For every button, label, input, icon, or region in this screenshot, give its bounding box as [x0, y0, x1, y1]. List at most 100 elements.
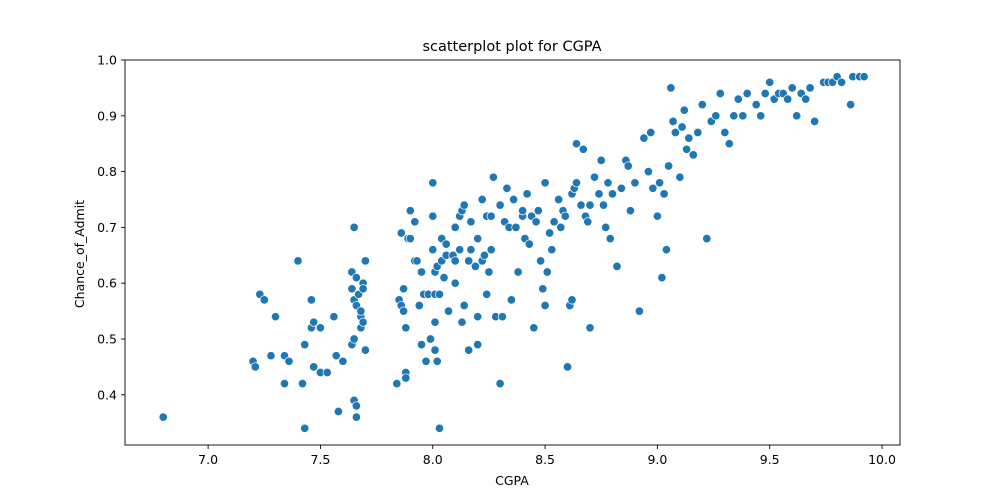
scatter-point	[464, 256, 474, 266]
scatter-point	[511, 222, 521, 232]
y-tick-label: 0.5	[97, 331, 117, 346]
scatter-point	[545, 228, 555, 238]
scatter-point	[459, 200, 469, 210]
scatter-point	[430, 317, 440, 327]
scatter-point	[846, 100, 856, 110]
scatter-point	[554, 194, 564, 205]
scatter-point	[450, 256, 460, 266]
scatter-point	[259, 295, 269, 305]
scatter-point	[664, 161, 674, 171]
scatter-point	[531, 217, 541, 227]
scatter-point	[562, 362, 573, 372]
y-tick-label: 0.6	[97, 276, 117, 291]
scatter-point	[250, 362, 260, 372]
scatter-point	[576, 200, 586, 210]
axes-layer: 7.0 7.5 8.0 8.5 9.0 9.5 10.0 0.4 0.5 0.6 0.7 0.8 0.9…	[97, 53, 901, 467]
scatter-point	[329, 312, 339, 322]
scatter-point	[655, 178, 665, 188]
scatter-point	[279, 379, 290, 389]
scatter-point	[596, 155, 606, 165]
y-tick-label: 0.4	[97, 387, 117, 402]
scatter-point	[509, 194, 519, 205]
scatter-point	[675, 172, 685, 182]
scatter-point	[639, 133, 649, 143]
scatter-point	[540, 178, 550, 188]
scatter-point	[401, 373, 411, 383]
scatter-point	[293, 256, 303, 266]
scatter-point	[601, 222, 611, 232]
scatter-point	[607, 189, 618, 199]
scatter-point	[300, 340, 310, 350]
scatter-point	[486, 245, 496, 255]
scatter-point	[466, 245, 476, 255]
scatter-point	[450, 278, 460, 288]
scatter-point	[338, 356, 348, 366]
scatter-point	[432, 356, 442, 366]
scatter-point	[351, 412, 361, 422]
scatter-point	[585, 323, 595, 333]
scatter-point	[666, 83, 676, 93]
scatter-point	[421, 356, 431, 366]
scatter-point	[625, 206, 635, 216]
scatter-point	[529, 323, 539, 333]
scatter-point	[571, 178, 582, 188]
scatter-point	[616, 183, 626, 193]
scatter-point	[733, 94, 743, 104]
scatter-point	[567, 295, 577, 305]
scatter-point	[859, 72, 869, 82]
scatter-point	[801, 94, 811, 104]
scatter-point	[322, 367, 332, 378]
scatter-point	[724, 139, 734, 149]
scatter-point	[742, 88, 752, 99]
scatter-point	[410, 217, 420, 227]
scatter-point	[697, 100, 707, 110]
scatter-point	[524, 239, 534, 249]
scatter-point	[473, 234, 483, 244]
scatter-point	[518, 206, 528, 216]
scatter-point	[425, 334, 436, 344]
scatter-point	[688, 150, 698, 160]
scatter-point	[473, 312, 483, 322]
scatter-point	[623, 161, 633, 171]
scatter-point	[533, 206, 543, 216]
points-layer	[158, 72, 869, 433]
scatter-point	[441, 239, 451, 249]
scatter-point	[605, 234, 615, 244]
scatter-point	[589, 172, 600, 182]
scatter-point	[309, 317, 319, 327]
scatter-point	[351, 273, 361, 283]
scatter-point	[684, 133, 694, 143]
scatter-point	[309, 362, 319, 372]
scatter-point	[542, 267, 552, 277]
scatter-point	[428, 211, 438, 221]
scatter-point	[401, 323, 411, 333]
scatter-point	[657, 273, 667, 283]
scatter-point	[416, 267, 427, 277]
scatter-point	[556, 222, 566, 232]
plot-frame	[124, 59, 901, 446]
scatter-point	[738, 111, 748, 121]
scatter-point	[300, 423, 310, 433]
scatter-point	[399, 284, 409, 294]
scatter-point	[634, 306, 644, 316]
scatter-point	[464, 345, 474, 355]
scatter-point	[612, 261, 622, 271]
scatter-point	[652, 211, 662, 221]
scatter-point	[513, 267, 523, 277]
scatter-point	[583, 217, 593, 227]
scatter-point	[679, 105, 689, 115]
scatter-point	[729, 111, 739, 121]
x-tick-label: 8.5	[535, 452, 555, 467]
scatter-point	[482, 289, 492, 299]
scatter-point	[682, 144, 692, 154]
scatter-point	[396, 228, 406, 238]
scatter-point	[711, 111, 721, 121]
y-tick-label: 0.9	[97, 108, 117, 123]
scatter-point	[756, 111, 766, 121]
scatter-point	[455, 245, 465, 255]
scatter-point	[668, 116, 678, 126]
scatter-point	[810, 116, 820, 126]
scatter-point	[414, 300, 424, 311]
scatter-point	[702, 234, 712, 244]
scatter-point	[434, 423, 445, 433]
